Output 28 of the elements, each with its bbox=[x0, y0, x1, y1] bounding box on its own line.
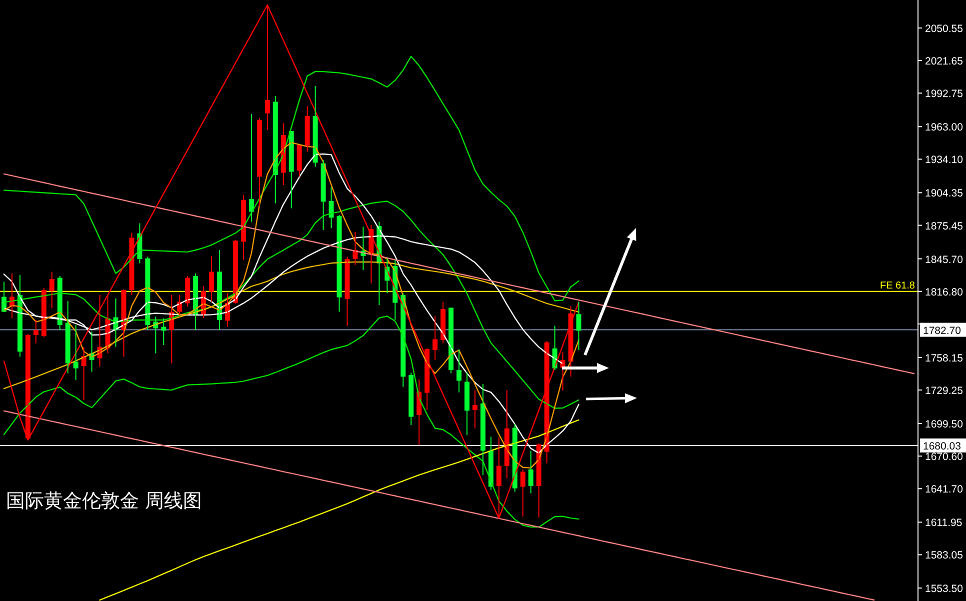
y-tick-label: 1816.80 bbox=[925, 286, 964, 298]
y-tick-label: 1758.15 bbox=[925, 352, 964, 364]
line-series bbox=[3, 261, 580, 390]
ref-line-label: 1782.70 bbox=[923, 324, 962, 337]
y-tick-label: 1875.45 bbox=[925, 220, 964, 232]
y-tick-label: 1553.50 bbox=[925, 583, 964, 596]
y-tick-label: 1611.95 bbox=[925, 517, 962, 530]
y-tick-label: 1641.70 bbox=[925, 484, 964, 496]
y-tick-label: 1699.50 bbox=[925, 418, 964, 431]
line-series bbox=[3, 200, 580, 409]
y-tick-label: 1963.00 bbox=[925, 122, 964, 134]
y-tick-label: 1934.10 bbox=[925, 154, 964, 166]
line-series bbox=[3, 316, 580, 528]
line-series bbox=[3, 410, 875, 601]
ref-line-label: FE 61.8 bbox=[880, 280, 916, 292]
y-tick-label: 1904.35 bbox=[925, 188, 964, 200]
y-tick-label: 1729.25 bbox=[925, 385, 964, 398]
ref-line-label: 1680.03 bbox=[923, 440, 962, 452]
line-series bbox=[3, 56, 580, 302]
text: 国际黄金伦敦金 周线图 bbox=[6, 490, 202, 512]
y-tick-label: 1583.05 bbox=[925, 550, 964, 562]
line-series bbox=[3, 4, 580, 519]
line-series bbox=[3, 173, 915, 374]
y-tick-label: 2050.55 bbox=[925, 23, 964, 35]
y-tick-label: 2021.65 bbox=[925, 56, 964, 68]
y-tick-label: 1845.70 bbox=[925, 254, 964, 266]
y-tick-label: 1670.60 bbox=[925, 451, 964, 464]
y-tick-label: 1992.75 bbox=[925, 88, 964, 100]
